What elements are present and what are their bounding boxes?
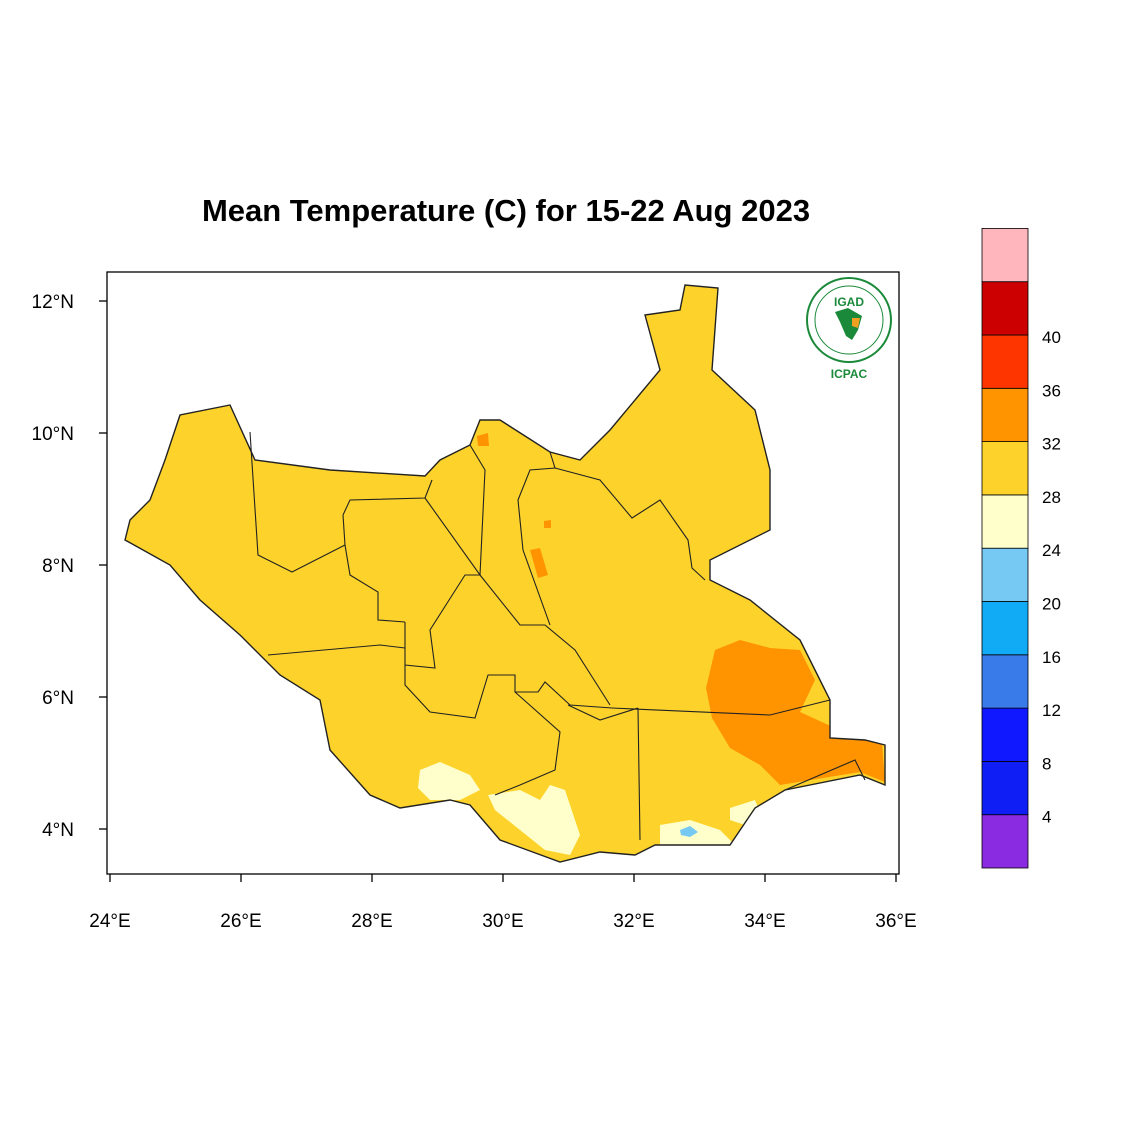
colorbar-bin <box>981 334 1029 389</box>
colorbar-label: 12 <box>1042 701 1061 720</box>
temperature-band-28-32-north <box>477 433 489 446</box>
state-border <box>342 479 433 516</box>
logo-top-text: IGAD <box>834 295 864 309</box>
temperature-band-28-32-central <box>530 548 548 578</box>
x-tick-label: 30°E <box>482 911 523 932</box>
state-border <box>267 644 406 656</box>
y-axis: 4°N 6°N 8°N 10°N 12°N <box>32 292 107 841</box>
state-border <box>567 704 639 721</box>
y-tick-label: 4°N <box>42 820 74 841</box>
africa-map-icon <box>835 308 862 340</box>
state-border <box>611 699 831 716</box>
x-tick-label: 32°E <box>613 911 654 932</box>
country-border <box>124 284 886 863</box>
colorbar-label: 8 <box>1042 754 1051 773</box>
colorbar: 4 8 12 16 20 24 28 32 36 40 <box>981 227 1061 869</box>
x-tick-label: 24°E <box>89 911 130 932</box>
state-border <box>404 574 480 669</box>
colorbar-label: 28 <box>1042 488 1061 507</box>
colorbar-label: 24 <box>1042 541 1061 560</box>
temperature-band-20-24-south <box>418 762 480 800</box>
state-border <box>637 707 641 841</box>
y-tick-label: 6°N <box>42 688 74 709</box>
temperature-band-28-32-dot <box>544 520 551 528</box>
colorbar-bin <box>981 494 1029 549</box>
colorbar-bin <box>981 441 1029 496</box>
y-tick-label: 12°N <box>32 292 74 313</box>
logo-inner-ring <box>814 285 884 355</box>
y-tick-label: 10°N <box>32 424 74 445</box>
colorbar-bin <box>981 814 1029 869</box>
x-tick-label: 28°E <box>351 911 392 932</box>
igad-icpac-logo: IGAD ICPAC <box>806 277 892 381</box>
colorbar-bin <box>981 227 1029 283</box>
state-border <box>784 759 866 791</box>
colorbar-bin <box>981 387 1029 442</box>
country-fill <box>125 285 885 862</box>
temperature-band-24-28 <box>125 285 885 862</box>
state-borders <box>249 431 866 841</box>
colorbar-label: 4 <box>1042 808 1051 827</box>
temperature-band-28-32-east <box>706 640 885 785</box>
chart-title: Mean Temperature (C) for 15-22 Aug 2023 <box>202 193 810 228</box>
colorbar-bin <box>981 547 1029 602</box>
state-border <box>342 514 346 546</box>
colorbar-bin <box>981 281 1029 336</box>
x-tick-label: 36°E <box>875 911 916 932</box>
state-border <box>554 467 706 581</box>
colorbar-bin <box>981 654 1029 709</box>
x-axis: 24°E 26°E 28°E 30°E 32°E 34°E 36°E <box>89 874 917 932</box>
colorbar-label: 36 <box>1042 381 1061 400</box>
temperature-band-20-24-east <box>730 800 760 825</box>
state-border <box>494 691 561 796</box>
colorbar-label: 40 <box>1042 328 1061 347</box>
y-tick-label: 8°N <box>42 556 74 577</box>
colorbar-label: 32 <box>1042 435 1061 454</box>
temperature-band-16-20 <box>680 826 698 837</box>
state-border <box>517 451 556 626</box>
colorbar-label: 16 <box>1042 648 1061 667</box>
state-border <box>404 665 613 719</box>
colorbar-bin <box>981 707 1029 762</box>
state-border <box>249 431 346 573</box>
x-tick-label: 26°E <box>220 911 261 932</box>
temperature-band-20-24-south-2 <box>488 785 580 855</box>
colorbar-bin <box>981 601 1029 656</box>
igad-region-icon <box>852 318 860 328</box>
state-border <box>479 574 611 706</box>
state-border <box>344 544 406 623</box>
x-tick-label: 34°E <box>744 911 785 932</box>
colorbar-label: 20 <box>1042 594 1061 613</box>
logo-bottom-text: ICPAC <box>831 367 868 381</box>
colorbar-bin <box>981 761 1029 816</box>
temperature-band-20-24-southeast <box>660 820 735 845</box>
state-border <box>424 444 486 577</box>
